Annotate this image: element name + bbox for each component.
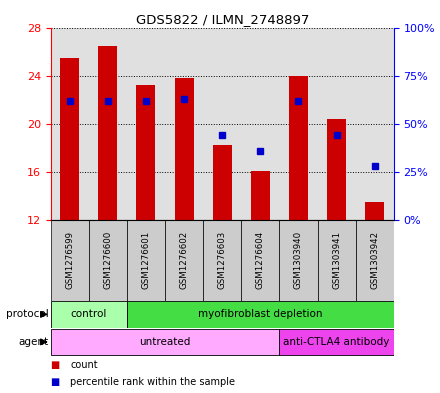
Bar (51, 301, 127, 328)
Text: GSM1276603: GSM1276603 (218, 231, 227, 290)
Bar (327, 119, 346, 220)
Bar (279, 329, 394, 355)
Text: anti-CTLA4 antibody: anti-CTLA4 antibody (283, 337, 390, 347)
Bar (213, 145, 232, 220)
Text: GSM1276602: GSM1276602 (180, 231, 189, 290)
Text: GSM1276599: GSM1276599 (65, 231, 74, 289)
Bar (136, 85, 155, 220)
Text: myofibroblast depletion: myofibroblast depletion (198, 309, 323, 320)
Text: ■: ■ (51, 360, 60, 370)
Bar (127, 301, 394, 328)
Title: GDS5822 / ILMN_2748897: GDS5822 / ILMN_2748897 (136, 13, 309, 26)
Bar (51, 329, 279, 355)
Bar (165, 220, 203, 301)
Bar (279, 220, 318, 301)
Bar (89, 220, 127, 301)
Text: ■: ■ (51, 377, 60, 387)
Text: GSM1276601: GSM1276601 (141, 231, 150, 290)
Text: untreated: untreated (139, 337, 191, 347)
Bar (251, 171, 270, 220)
Bar (289, 75, 308, 220)
Bar (98, 46, 117, 220)
Bar (51, 220, 89, 301)
Text: GSM1276604: GSM1276604 (256, 231, 265, 290)
Bar (175, 78, 194, 220)
Bar (203, 220, 241, 301)
Text: percentile rank within the sample: percentile rank within the sample (70, 377, 235, 387)
Text: GSM1276600: GSM1276600 (103, 231, 112, 290)
Bar (127, 220, 165, 301)
Text: GSM1303941: GSM1303941 (332, 231, 341, 289)
Text: control: control (70, 309, 107, 320)
Text: GSM1303940: GSM1303940 (294, 231, 303, 289)
Text: count: count (70, 360, 98, 370)
Bar (241, 220, 279, 301)
Bar (60, 58, 79, 220)
Bar (356, 220, 394, 301)
Bar (365, 202, 384, 220)
Text: GSM1303942: GSM1303942 (370, 231, 379, 289)
Text: agent: agent (18, 337, 48, 347)
Text: protocol: protocol (6, 309, 48, 320)
Bar (318, 220, 356, 301)
